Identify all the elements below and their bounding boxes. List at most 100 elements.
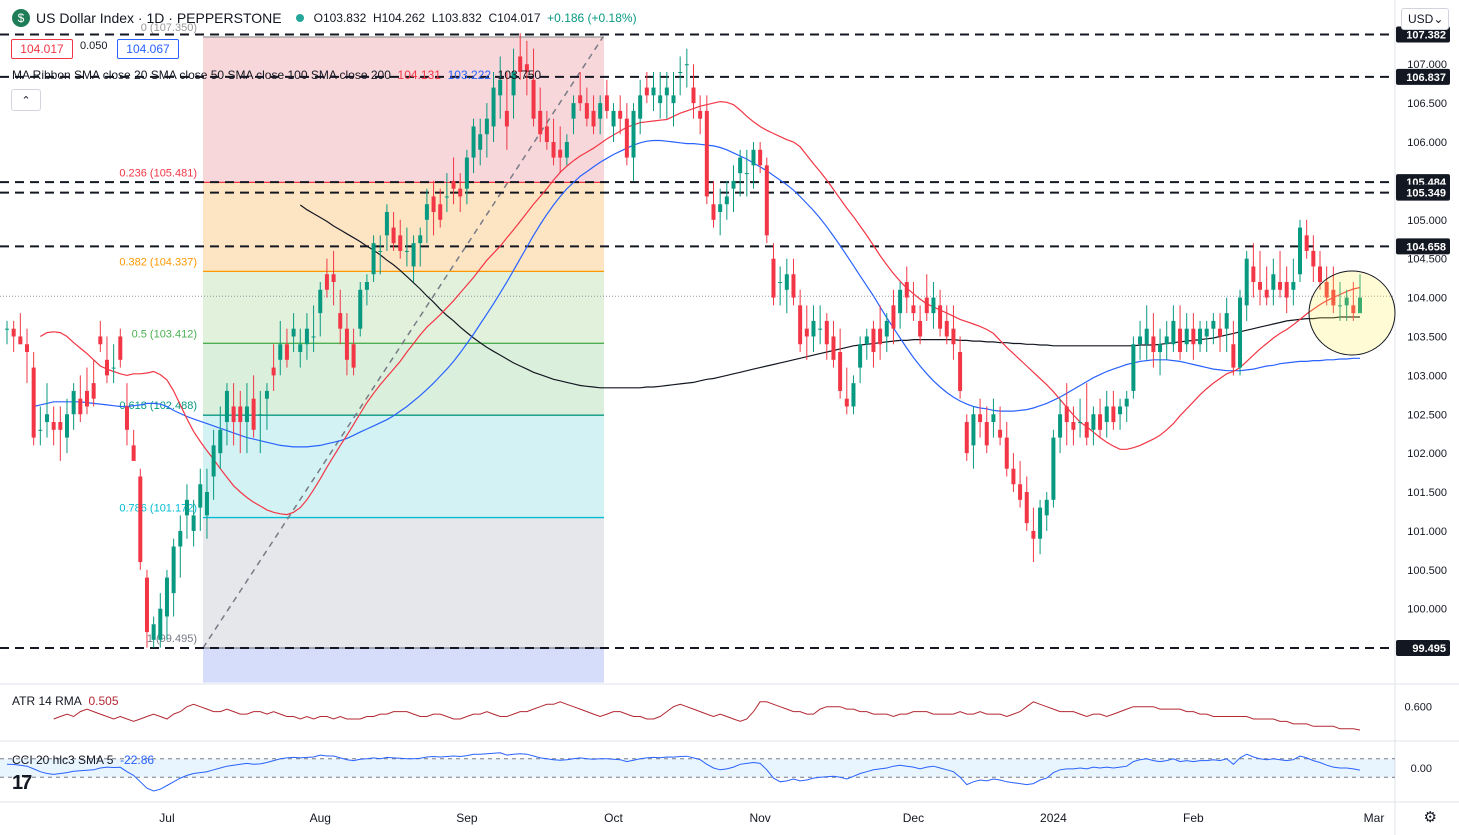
candle-body (24, 344, 29, 353)
candle (1011, 453, 1016, 493)
candle-body (604, 95, 609, 111)
candle-body (464, 157, 469, 189)
candle-body (1138, 336, 1143, 345)
candle-body (944, 320, 949, 337)
candle (491, 72, 496, 143)
candle (484, 103, 489, 158)
candle-body (431, 196, 436, 213)
gear-icon[interactable]: ⚙ (1423, 809, 1437, 826)
candle (818, 305, 823, 345)
candle-body (1078, 422, 1083, 424)
candle-body (364, 282, 369, 290)
currency-select[interactable]: USD ⌄ (1401, 8, 1449, 30)
candle (1218, 313, 1223, 353)
candle-body (338, 313, 343, 329)
candle (471, 118, 476, 174)
candle-body (1264, 289, 1269, 298)
candle-body (264, 390, 269, 399)
candle (938, 289, 943, 337)
candle-body (784, 274, 789, 290)
candle-body (1011, 468, 1016, 485)
candle-body (1071, 422, 1076, 430)
ma-ribbon-legend[interactable]: MA Ribbon SMA close 20 SMA close 50 SMA … (12, 68, 541, 82)
candle-body (838, 352, 843, 391)
candle-body (824, 320, 829, 345)
candle (1164, 320, 1169, 360)
candle (918, 305, 923, 345)
candle-body (678, 72, 683, 74)
price-tick-label: 101.000 (1407, 526, 1447, 538)
candle-body (164, 577, 169, 617)
candle (744, 149, 749, 197)
time-tick-label: 2024 (1040, 811, 1067, 825)
candle (1104, 390, 1109, 438)
fib-level-label: 0.5 (103.412) (132, 328, 197, 340)
candle (118, 328, 123, 368)
candle (244, 383, 249, 454)
price-tick-label: 104.500 (1407, 254, 1447, 266)
candle-body (358, 289, 363, 329)
candle (1311, 235, 1316, 283)
candle (171, 538, 176, 617)
candle-body (971, 414, 976, 446)
candle (598, 95, 603, 135)
candle-body (518, 56, 523, 73)
candle (251, 375, 256, 438)
cci-legend[interactable]: CCI 20 hlc3 SMA 5 -22.86 (12, 753, 154, 767)
collapse-legend-button[interactable]: ⌃ (11, 89, 41, 111)
atr-legend[interactable]: ATR 14 RMA 0.505 (12, 694, 119, 708)
candle-body (644, 87, 649, 96)
candle (1291, 258, 1296, 306)
candle-body (924, 297, 929, 314)
candle (984, 406, 989, 454)
chart-header: $ US Dollar Index · 1D · PEPPERSTONE O10… (0, 0, 1395, 36)
time-tick-label: Jul (159, 811, 174, 825)
candle (364, 274, 369, 306)
candle (1244, 250, 1249, 321)
candle-body (271, 367, 276, 376)
symbol-title[interactable]: US Dollar Index · 1D · PEPPERSTONE (36, 10, 282, 26)
candle (391, 212, 396, 251)
candle-body (138, 476, 143, 563)
candle (224, 383, 229, 446)
candle-body (11, 328, 16, 337)
candle (618, 95, 623, 135)
fib-zone (203, 343, 604, 416)
candle-body (1358, 297, 1362, 314)
price-badge: 107.382 (1396, 26, 1450, 43)
candle-body (744, 173, 749, 175)
candle (1211, 313, 1216, 345)
buy-price-button[interactable]: 104.067 (117, 39, 179, 59)
candle (544, 110, 549, 150)
candle (1071, 406, 1076, 446)
candle (524, 40, 529, 96)
candle (698, 95, 703, 135)
candle (191, 499, 196, 547)
candle-body (524, 64, 529, 73)
market-status-icon (295, 14, 304, 22)
candle-body (64, 414, 69, 438)
candle (731, 165, 736, 213)
candle (924, 274, 929, 321)
candle-body (858, 344, 863, 368)
candle (498, 56, 503, 119)
candle (98, 320, 103, 353)
candle (1038, 499, 1043, 555)
candle (584, 87, 589, 127)
ohlc-readout: O103.832 H104.262 L103.832 C104.017 +0.1… (314, 11, 637, 25)
candle-body (218, 429, 223, 454)
price-badge-label: 104.658 (1406, 241, 1446, 253)
candle-body (931, 297, 936, 314)
candle (564, 134, 569, 166)
candle-body (231, 406, 236, 423)
candle-body (458, 188, 463, 197)
sell-price-button[interactable]: 104.017 (11, 39, 73, 59)
candle-body (1098, 414, 1103, 430)
candle-body (471, 126, 476, 158)
candle (664, 72, 669, 119)
candle (764, 157, 769, 244)
candle-body (1124, 398, 1129, 407)
open-value: O103.832 (313, 11, 367, 25)
candle (718, 188, 723, 236)
